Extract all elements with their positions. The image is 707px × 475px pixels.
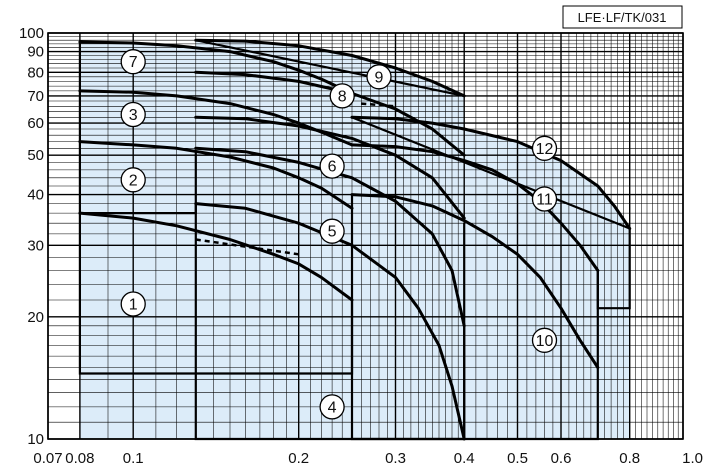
performance-curves [78,38,632,441]
circle-label-8: 8 [329,83,355,109]
circle-label-text-9: 9 [375,69,384,86]
circle-label-ring-1 [120,291,146,317]
range-outline-2 [78,141,197,215]
x-tick-0.3: 0.3 [385,450,406,467]
x-tick-0.07: 0.07 [33,450,62,467]
y-tick-10: 10 [27,431,44,448]
axis-ticks: 0.07 0.08 0.1 0.2 0.3 0.4 0.5 0.6 0.8 1.0 10 20 30 40… [19,25,703,467]
circle-label-4: 4 [319,394,345,420]
curve-4 [194,202,466,441]
circle-label-text-7: 7 [129,54,138,71]
x-tick-0.5: 0.5 [507,450,528,467]
circle-label-6: 6 [319,153,345,179]
x-tick-1.0: 1.0 [682,450,703,467]
curve-6 [194,115,466,220]
circle-label-ring-6 [319,153,345,179]
circle-label-text-5: 5 [328,224,337,241]
circle-label-ring-11 [531,186,558,212]
x-tick-0.6: 0.6 [551,450,572,467]
x-tick-0.8: 0.8 [619,450,640,467]
y-tick-90: 90 [27,44,44,61]
circle-label-text-4: 4 [328,399,337,416]
y-tick-30: 30 [27,237,44,254]
code-box: LFE·LF/TK/031 [562,5,683,29]
circle-label-text-2: 2 [129,172,138,189]
curve-11 [350,143,600,272]
range-fill-12 [352,117,630,440]
circle-label-10: 10 [531,327,558,353]
circle-label-text-12: 12 [536,141,554,158]
curve-12 [350,115,632,230]
circle-label-7: 7 [120,49,146,75]
circle-label-3: 3 [120,101,146,128]
dashed-curve-2 [361,102,396,108]
x-tick-0.1: 0.1 [123,450,144,467]
circle-label-text-1: 1 [129,297,138,314]
range-outline-10 [350,194,599,441]
y-tick-20: 20 [27,309,44,326]
y-tick-60: 60 [27,115,44,132]
y-tick-70: 70 [27,88,44,105]
circle-label-ring-3 [120,101,146,128]
curve-7 [78,40,354,95]
circle-label-ring-8 [329,83,355,109]
curve-2 [78,140,354,210]
y-tick-80: 80 [27,64,44,81]
x-tick-0.2: 0.2 [288,450,309,467]
circle-label-ring-4 [319,394,345,420]
y-tick-50: 50 [27,147,44,164]
circle-label-1: 1 [120,291,146,317]
x-tick-0.4: 0.4 [454,450,475,467]
x-tick-0.08: 0.08 [65,450,94,467]
code-box-frame [562,5,683,29]
circle-label-ring-5 [319,218,345,244]
circle-label-ring-10 [531,327,558,353]
curve-labels: 7 3 2 1 9 8 6 5 4 12 11 10 [120,49,558,420]
operating-range-fill [79,40,630,440]
code-label: LFE·LF/TK/031 [578,10,667,25]
circle-label-ring-2 [120,167,146,193]
circle-label-text-8: 8 [338,88,347,105]
circle-label-2: 2 [120,167,146,193]
curve-5 [194,146,466,328]
circle-label-11: 11 [531,186,558,212]
y-tick-100: 100 [19,25,44,42]
circle-label-text-11: 11 [536,192,553,209]
circle-label-text-6: 6 [328,159,337,176]
curve-10 [350,193,600,369]
circle-label-ring-7 [120,49,146,75]
circle-label-12: 12 [531,135,558,161]
circle-label-9: 9 [366,64,392,90]
y-tick-40: 40 [27,187,44,204]
circle-label-5: 5 [319,218,345,244]
circle-label-text-10: 10 [536,333,554,350]
curve-9 [194,38,466,98]
circle-label-ring-12 [531,135,558,161]
circle-label-ring-9 [366,64,392,90]
range-outline-9 [195,39,465,97]
circle-label-text-3: 3 [129,107,138,124]
